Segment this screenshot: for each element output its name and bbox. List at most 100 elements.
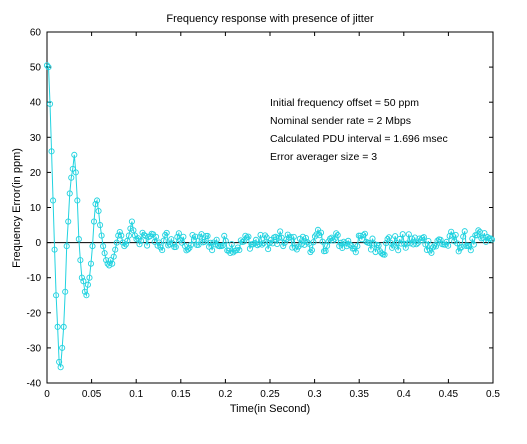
- data-point: [74, 197, 81, 204]
- data-point: [160, 237, 167, 244]
- data-point: [46, 100, 54, 107]
- y-tick-label: -30: [27, 343, 42, 354]
- data-point: [90, 218, 98, 225]
- data-point: [252, 236, 260, 243]
- data-point: [180, 233, 187, 240]
- y-axis-label: Frequency Error(in ppm): [11, 148, 23, 268]
- data-point: [95, 207, 102, 215]
- data-point: [80, 278, 87, 285]
- data-point: [237, 237, 244, 244]
- y-tick-label: 30: [30, 133, 42, 144]
- data-point: [230, 249, 237, 256]
- data-point: [401, 240, 408, 247]
- data-point: [296, 235, 303, 242]
- data-point: [184, 246, 191, 253]
- y-tick-label: 60: [30, 28, 42, 39]
- data-point: [360, 232, 367, 239]
- data-point: [293, 246, 300, 253]
- data-point: [136, 241, 143, 248]
- data-point: [255, 240, 263, 248]
- chart-title: Frequency response with presence of jitt…: [166, 13, 374, 25]
- data-point: [446, 233, 453, 240]
- data-point: [251, 240, 258, 247]
- data-point: [422, 241, 429, 248]
- data-point: [445, 242, 452, 249]
- data-point: [60, 323, 67, 330]
- data-point: [113, 239, 120, 246]
- data-point: [192, 233, 199, 240]
- data-point: [420, 234, 427, 241]
- data-point: [62, 288, 69, 295]
- data-point: [481, 230, 488, 237]
- data-point: [254, 242, 261, 249]
- data-point: [78, 274, 85, 281]
- x-tick-label: 0.5: [486, 389, 500, 400]
- data-point: [43, 62, 51, 69]
- data-point: [84, 281, 91, 288]
- data-point: [236, 246, 243, 254]
- data-point: [53, 292, 60, 299]
- data-point: [281, 239, 288, 246]
- x-tick-label: 0.25: [260, 389, 280, 400]
- data-point: [249, 241, 257, 248]
- data-point: [63, 243, 70, 250]
- data-point: [319, 238, 326, 245]
- data-point: [50, 197, 57, 204]
- y-axis: -40 -30 -20 -10 0 10 20 30 40 50 60: [27, 28, 493, 390]
- data-point: [367, 246, 375, 253]
- x-tick-label: 0.3: [308, 389, 322, 400]
- data-point: [69, 165, 76, 172]
- data-point: [87, 260, 95, 267]
- data-point: [103, 257, 110, 264]
- data-point: [104, 260, 111, 267]
- data-point: [384, 235, 391, 243]
- data-point: [51, 246, 58, 253]
- data-point: [443, 238, 450, 245]
- data-point: [457, 245, 464, 252]
- data-point: [413, 241, 420, 248]
- data-point: [56, 358, 63, 365]
- data-point: [178, 239, 185, 246]
- data-point: [89, 243, 96, 250]
- y-tick-label: 0: [35, 238, 41, 249]
- data-point: [54, 323, 61, 330]
- data-point: [187, 241, 195, 248]
- data-point: [470, 241, 477, 248]
- data-point: [45, 64, 52, 71]
- data-point: [386, 234, 393, 241]
- data-point: [327, 235, 334, 242]
- data-point: [484, 234, 491, 241]
- data-point: [101, 250, 108, 257]
- data-point: [86, 274, 93, 281]
- data-point: [68, 174, 75, 181]
- data-point: [299, 233, 306, 240]
- y-tick-label: -10: [27, 273, 42, 284]
- data-point: [434, 237, 441, 244]
- data-point: [186, 244, 193, 251]
- data-point: [71, 151, 78, 158]
- data-point: [310, 239, 317, 246]
- y-tick-label: 10: [30, 203, 42, 214]
- data-point: [292, 244, 299, 251]
- data-point: [333, 230, 340, 237]
- annotation-text: Error averager size = 3: [270, 151, 377, 163]
- data-point: [122, 241, 129, 248]
- data-point: [159, 247, 166, 254]
- data-point: [334, 232, 341, 239]
- data-point: [469, 235, 476, 242]
- data-point: [467, 247, 474, 254]
- data-point: [449, 232, 456, 239]
- data-point: [93, 197, 101, 204]
- data-point: [206, 243, 213, 250]
- x-tick-label: 0.05: [82, 389, 102, 400]
- data-point: [92, 200, 99, 208]
- x-tick-label: 0.2: [218, 389, 232, 400]
- data-point: [118, 232, 125, 239]
- data-point: [142, 232, 149, 240]
- data-point: [98, 232, 105, 239]
- data-point: [57, 364, 64, 371]
- data-point: [228, 241, 235, 248]
- data-point: [242, 232, 249, 239]
- x-tick-label: 0.45: [439, 389, 459, 400]
- data-point: [66, 190, 73, 197]
